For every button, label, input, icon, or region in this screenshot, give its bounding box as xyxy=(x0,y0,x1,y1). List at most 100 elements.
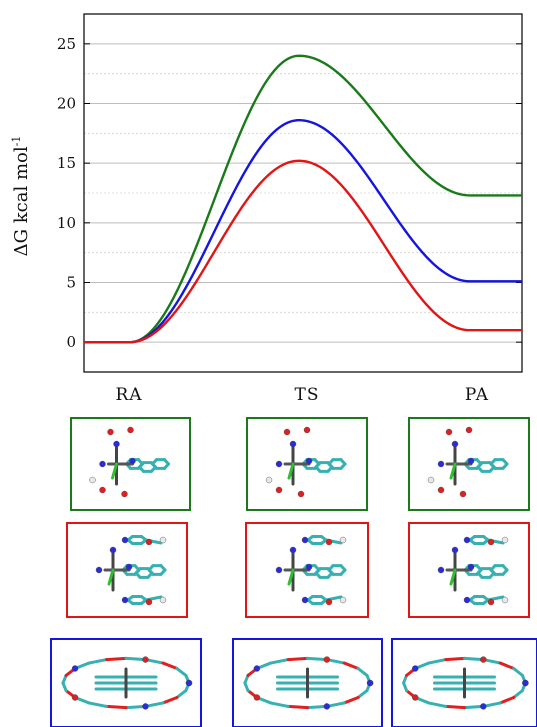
structure-frame xyxy=(391,638,537,727)
molecular-structure-panels xyxy=(50,417,537,727)
plot-frame xyxy=(83,13,523,373)
atom xyxy=(99,460,106,468)
atom xyxy=(437,566,445,574)
atom xyxy=(121,596,129,604)
reaction-stage-labels: RA TS PA xyxy=(115,385,489,405)
bond xyxy=(105,656,128,662)
bond xyxy=(444,704,466,710)
atom xyxy=(275,460,283,468)
bond xyxy=(159,564,167,572)
atom xyxy=(107,428,114,436)
bond xyxy=(287,462,295,480)
bond xyxy=(306,704,329,710)
bond xyxy=(449,462,457,480)
atom xyxy=(275,486,283,494)
atom xyxy=(451,440,459,448)
atom xyxy=(325,538,333,546)
bond xyxy=(175,667,188,677)
atom xyxy=(109,546,117,554)
bond xyxy=(105,704,128,710)
atom xyxy=(121,536,129,544)
bond xyxy=(342,695,360,705)
atom xyxy=(437,460,445,468)
atom xyxy=(480,703,487,710)
bond xyxy=(286,704,309,710)
atom xyxy=(487,598,495,606)
structure-panel-green-ra xyxy=(70,417,191,511)
structure-panel-red-ra xyxy=(66,522,188,618)
bond xyxy=(306,656,329,662)
atom xyxy=(142,656,149,663)
structure-panel-green-ts xyxy=(246,417,368,511)
atom xyxy=(463,536,471,544)
atom xyxy=(305,563,313,571)
atom xyxy=(459,490,467,498)
atom xyxy=(427,476,435,484)
bond xyxy=(444,656,466,662)
stage-label-pa: PA xyxy=(465,385,489,405)
structure-panel-blue-ra xyxy=(50,638,202,727)
atom xyxy=(437,486,445,494)
bond xyxy=(356,667,369,677)
atom xyxy=(95,566,103,574)
atom xyxy=(501,536,509,544)
atom xyxy=(159,536,167,544)
atom xyxy=(99,486,106,494)
atom xyxy=(253,694,261,701)
atom xyxy=(467,457,475,465)
bond xyxy=(124,656,147,662)
structure-panel-red-ts xyxy=(245,522,369,618)
bond xyxy=(107,568,115,586)
bond xyxy=(269,658,290,665)
atom xyxy=(445,428,453,436)
atom xyxy=(465,426,473,434)
atom xyxy=(366,679,374,687)
bond xyxy=(342,661,360,671)
atom xyxy=(145,538,153,546)
energy-curve-1 xyxy=(84,119,522,344)
atom xyxy=(129,457,136,465)
structure-frame xyxy=(232,638,383,727)
atom xyxy=(467,563,475,571)
bond xyxy=(175,689,188,699)
bond xyxy=(427,701,448,708)
atom xyxy=(339,596,347,604)
atom xyxy=(522,679,529,687)
atom xyxy=(303,426,311,434)
energy-curve-0 xyxy=(84,54,522,344)
structure-frame xyxy=(70,417,191,511)
bond xyxy=(498,661,516,671)
atom xyxy=(301,596,309,604)
atom xyxy=(463,596,471,604)
atom xyxy=(253,665,261,672)
atom xyxy=(127,426,134,434)
structure-frame xyxy=(408,522,530,618)
atom xyxy=(412,665,419,672)
atom xyxy=(283,428,291,436)
y-tick-label: 10 xyxy=(57,214,76,232)
structure-frame xyxy=(50,638,202,727)
y-tick-label: 15 xyxy=(57,154,76,172)
structure-frame xyxy=(246,417,368,511)
atom xyxy=(89,476,96,484)
atom xyxy=(325,598,333,606)
atom xyxy=(159,596,167,604)
y-tick-label: 20 xyxy=(57,95,76,113)
bond xyxy=(501,564,509,572)
atom xyxy=(121,490,128,498)
atom xyxy=(480,656,487,663)
atom xyxy=(487,538,495,546)
structure-frame xyxy=(66,522,188,618)
structure-panel-red-pa xyxy=(408,522,530,618)
atom xyxy=(451,546,459,554)
atom xyxy=(301,536,309,544)
atom xyxy=(305,457,313,465)
bond xyxy=(498,695,516,705)
structure-frame xyxy=(408,417,530,511)
atom xyxy=(275,566,283,574)
bond xyxy=(449,568,457,586)
atom xyxy=(71,665,79,672)
y-axis-label: ΔG kcal mol-1 xyxy=(10,136,32,257)
bond xyxy=(87,658,109,665)
